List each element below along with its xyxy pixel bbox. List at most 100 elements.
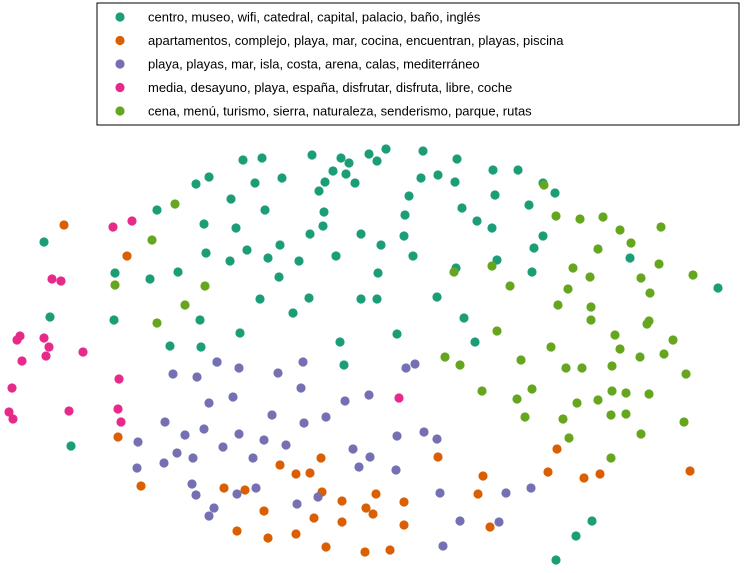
data-point-s2-34 [348,444,358,454]
data-point-s0-36 [319,207,329,217]
data-point-s2-18 [204,511,214,521]
series-1 [59,220,695,557]
data-point-s4-12 [505,281,515,291]
data-point-s1-26 [433,452,443,462]
data-point-s0-2 [66,441,76,451]
data-point-s0-30 [288,308,298,318]
legend-label-0: centro, museo, wifi, catedral, capital, … [148,10,481,25]
legend-label-3: media, desayuno, playa, españa, disfruta… [148,80,512,95]
data-point-s1-1 [122,251,132,261]
data-point-s3-11 [114,374,124,384]
data-point-s2-3 [234,363,244,373]
data-point-s0-10 [204,172,214,182]
data-point-s3-1 [127,216,137,226]
data-point-s4-29 [585,272,595,282]
data-point-s4-57 [681,369,691,379]
data-point-s2-11 [199,424,209,434]
data-point-s1-11 [291,469,301,479]
data-point-s1-20 [361,503,371,513]
legend-label-1: apartamentos, complejo, playa, mar, coci… [148,33,564,48]
data-point-s0-42 [341,169,351,179]
data-point-s3-17 [116,417,126,427]
data-point-s1-29 [485,522,495,532]
data-point-s0-3 [110,268,120,278]
data-point-s4-40 [615,225,625,235]
data-point-s4-27 [575,214,585,224]
data-point-s4-18 [546,342,556,352]
data-point-s3-14 [8,414,18,424]
data-point-s2-39 [392,431,402,441]
data-point-s1-8 [263,533,273,543]
data-point-s4-7 [487,261,497,271]
data-point-s0-45 [356,229,366,239]
data-point-s1-6 [232,526,242,536]
data-point-s3-10 [17,356,27,366]
data-point-s4-24 [568,263,578,273]
data-point-s4-49 [645,288,655,298]
legend-marker-1 [115,35,125,46]
data-point-s0-44 [331,251,341,261]
data-point-s0-58 [404,191,414,201]
data-point-s4-36 [607,386,617,396]
data-point-s1-27 [473,489,483,499]
data-point-s0-31 [294,256,304,266]
data-point-s2-8 [172,448,182,458]
data-point-s0-61 [418,146,428,156]
data-point-s2-47 [494,517,504,527]
data-point-s4-34 [598,212,608,222]
data-point-s4-51 [644,316,654,326]
data-point-s0-29 [275,240,285,250]
data-point-s4-28 [577,363,587,373]
data-point-s1-7 [259,506,269,516]
data-point-s0-84 [587,516,597,526]
data-point-s0-37 [318,221,328,231]
data-point-s4-50 [644,389,654,399]
data-point-s4-25 [563,284,573,294]
data-point-s2-24 [267,410,277,420]
data-point-s1-22 [371,489,381,499]
data-point-s4-45 [636,273,646,283]
data-point-s1-18 [337,517,347,527]
legend-frame [96,2,740,126]
data-point-s2-7 [159,458,169,468]
data-point-s2-26 [281,440,291,450]
data-point-s1-13 [305,468,315,478]
points-layer [4,144,723,565]
data-point-s0-41 [344,158,354,168]
data-point-s1-0 [59,220,69,230]
data-point-s2-23 [259,435,269,445]
data-point-s4-33 [593,395,603,405]
data-point-s1-21 [368,509,378,519]
data-point-s2-2 [212,357,222,367]
data-point-s0-72 [488,165,498,175]
data-point-s0-50 [373,268,383,278]
data-point-s0-86 [551,555,561,565]
data-point-s0-64 [450,177,460,187]
data-point-s3-15 [64,406,74,416]
data-point-s4-56 [679,417,689,427]
data-point-s4-46 [636,429,646,439]
data-point-s2-17 [191,490,201,500]
data-point-s0-54 [339,360,349,370]
data-point-s2-15 [234,429,244,439]
data-point-s3-16 [113,404,123,414]
data-point-s2-20 [232,489,242,499]
data-point-s2-28 [298,357,308,367]
data-point-s3-9 [78,347,88,357]
data-point-s2-1 [192,372,202,382]
data-point-s0-55 [392,329,402,339]
legend-label-2: playa, playas, mar, isla, costa, arena, … [148,57,480,72]
data-point-s4-5 [152,318,162,328]
data-point-s2-9 [180,430,190,440]
legend-entries: centro, museo, wifi, catedral, capital, … [115,10,564,119]
data-point-s4-30 [586,302,596,312]
data-point-s4-38 [607,361,617,371]
data-point-s0-66 [452,154,462,164]
data-point-s1-28 [478,471,488,481]
data-point-s3-6 [39,333,49,343]
data-point-s2-45 [455,516,465,526]
data-point-s0-26 [263,253,273,263]
data-point-s1-32 [579,473,589,483]
